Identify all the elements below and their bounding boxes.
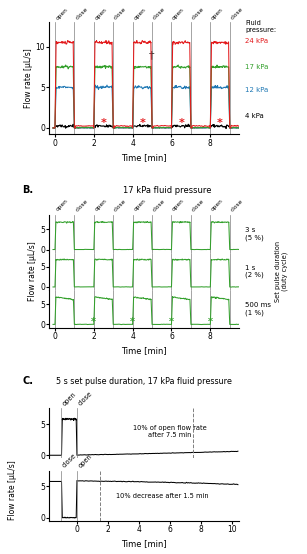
Text: open: open (55, 7, 69, 20)
Text: *: * (217, 118, 223, 128)
Text: Fluid
pressure:: Fluid pressure: (245, 20, 276, 33)
Text: C.: C. (22, 376, 33, 386)
Text: *: * (208, 317, 213, 327)
Text: *: * (169, 317, 174, 327)
Text: open: open (210, 7, 224, 20)
Y-axis label: Flow rate [μL/s]: Flow rate [μL/s] (24, 48, 33, 108)
Text: close: close (61, 453, 78, 469)
Text: close: close (152, 198, 166, 213)
Text: open: open (77, 453, 93, 469)
Text: open: open (210, 198, 224, 213)
Text: close: close (152, 6, 166, 20)
Text: close: close (77, 390, 93, 407)
Text: *: * (130, 317, 135, 327)
X-axis label: Time [min]: Time [min] (122, 346, 167, 355)
Text: close: close (230, 6, 244, 20)
X-axis label: Time [min]: Time [min] (122, 153, 167, 162)
Text: B.: B. (22, 184, 33, 194)
Text: 500 ms
(1 %): 500 ms (1 %) (245, 302, 271, 316)
Text: 17 kPa fluid pressure: 17 kPa fluid pressure (123, 186, 212, 194)
Text: close: close (230, 198, 244, 213)
Text: 4 kPa: 4 kPa (245, 114, 264, 120)
Text: 10% of open flow rate
after 7.5 min: 10% of open flow rate after 7.5 min (133, 425, 207, 438)
Text: open: open (172, 198, 185, 213)
Text: close: close (113, 6, 128, 20)
Text: 12 kPa: 12 kPa (245, 86, 268, 93)
Text: 3 s
(5 %): 3 s (5 %) (245, 227, 264, 241)
Text: open: open (61, 391, 78, 407)
Text: *: * (178, 118, 184, 128)
Text: 17 kPa: 17 kPa (245, 64, 269, 70)
Text: Flow rate [μL/s]: Flow rate [μL/s] (8, 460, 17, 520)
Text: close: close (113, 198, 128, 213)
Text: Set pulse duration
(duty cycle): Set pulse duration (duty cycle) (274, 241, 288, 302)
Text: open: open (94, 7, 108, 20)
Text: close: close (191, 6, 205, 20)
Text: *: * (91, 317, 96, 327)
Text: 24 kPa: 24 kPa (245, 38, 268, 44)
Text: open: open (94, 198, 108, 213)
Text: †: † (148, 50, 154, 60)
Text: close: close (74, 6, 89, 20)
Text: close: close (74, 198, 89, 213)
Text: 1 s
(2 %): 1 s (2 %) (245, 265, 264, 278)
Text: *: * (139, 118, 145, 128)
Text: 5 s set pulse duration, 17 kPa fluid pressure: 5 s set pulse duration, 17 kPa fluid pre… (56, 377, 232, 386)
Text: open: open (133, 198, 147, 213)
Text: close: close (191, 198, 205, 213)
X-axis label: Time [min]: Time [min] (122, 540, 167, 548)
Text: open: open (172, 7, 185, 20)
Text: open: open (133, 7, 147, 20)
Text: 10% decrease after 1.5 min: 10% decrease after 1.5 min (116, 493, 208, 499)
Y-axis label: Flow rate [μL/s]: Flow rate [μL/s] (28, 242, 37, 301)
Text: *: * (101, 118, 107, 128)
Text: open: open (55, 198, 69, 213)
